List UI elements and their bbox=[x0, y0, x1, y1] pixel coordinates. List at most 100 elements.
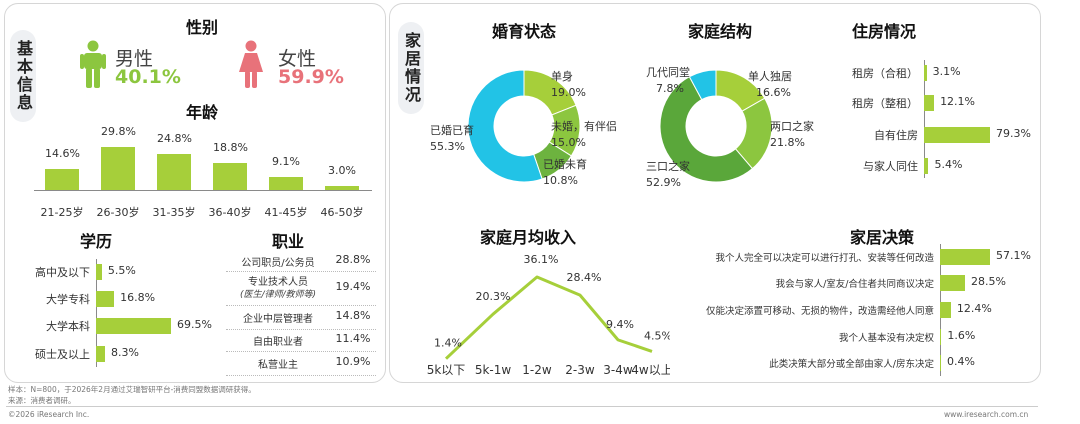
family-label-value: 52.9% bbox=[646, 176, 681, 189]
home-situation-tab: 家居情况 bbox=[398, 22, 424, 114]
occupation-name: 自由职业者 bbox=[253, 337, 303, 348]
education-bar bbox=[96, 291, 115, 307]
decision-category-label: 我个人基本没有决定权 bbox=[838, 333, 934, 344]
income-point-label: 1.4% bbox=[434, 337, 462, 350]
housing-category-label: 租房（整租） bbox=[852, 97, 918, 110]
marital-donut-chart bbox=[467, 69, 581, 183]
income-point-label: 28.4% bbox=[567, 271, 602, 284]
occupation-value: 10.9% bbox=[335, 355, 371, 368]
age-bar bbox=[325, 185, 359, 190]
age-bar-label: 18.8% bbox=[213, 140, 248, 154]
decision-bar-label: 1.6% bbox=[947, 329, 976, 342]
footer-note-source: 来源：消费者调研。 bbox=[8, 396, 76, 405]
decision-bar-label: 28.5% bbox=[970, 275, 1006, 288]
income-category-label: 2-3w bbox=[565, 363, 595, 377]
occupation-row: 自由职业者 11.4% bbox=[226, 329, 376, 352]
male-label: 男性 bbox=[115, 48, 154, 70]
occupation-row: 私营业主 10.9% bbox=[226, 351, 376, 376]
occupation-name: 私营业主 bbox=[258, 360, 298, 371]
marital-label-value: 10.8% bbox=[543, 174, 578, 187]
income-point-label: 9.4% bbox=[606, 318, 634, 331]
marital-label-name: 已婚未育 bbox=[543, 158, 587, 171]
age-bar-label: 14.6% bbox=[45, 146, 80, 160]
education-title: 学历 bbox=[80, 232, 113, 251]
age-bar bbox=[45, 168, 79, 190]
decision-bar bbox=[940, 249, 990, 265]
education-bar bbox=[96, 264, 102, 280]
decision-bar bbox=[940, 329, 942, 345]
income-line bbox=[444, 275, 653, 360]
housing-bar bbox=[924, 95, 935, 111]
housing-bar bbox=[924, 65, 927, 81]
decision-bar-label: 0.4% bbox=[947, 355, 975, 368]
age-category-label: 36-40岁 bbox=[208, 206, 252, 219]
footer-site: www.iresearch.com.cn bbox=[944, 410, 1029, 419]
education-category-label: 硕士及以上 bbox=[35, 348, 90, 361]
education-category-label: 大学本科 bbox=[46, 320, 90, 333]
decision-category-label: 我会与家人/室友/合住者共同商议决定 bbox=[775, 279, 934, 290]
housing-axis bbox=[924, 60, 925, 178]
age-bar-label: 24.8% bbox=[157, 132, 192, 146]
donut-slice bbox=[659, 76, 754, 183]
income-category-label: 5k以下 bbox=[427, 363, 466, 377]
age-bar bbox=[213, 162, 247, 190]
decision-bar bbox=[940, 275, 965, 291]
marital-label-name: 单身 bbox=[551, 70, 573, 83]
age-bar-label: 9.1% bbox=[272, 154, 300, 168]
age-category-label: 46-50岁 bbox=[320, 206, 364, 219]
decision-category-label: 仅能决定添置可移动、无损的物件，改造需经他人同意 bbox=[705, 306, 934, 317]
family-label-name: 三口之家 bbox=[646, 160, 690, 173]
decision-category-label: 我个人完全可以决定可以进行打孔、安装等任何改造 bbox=[715, 253, 934, 264]
age-category-label: 41-45岁 bbox=[264, 206, 308, 219]
housing-bar-label: 79.3% bbox=[996, 127, 1031, 140]
male-icon bbox=[80, 40, 106, 88]
housing-category-label: 自有住房 bbox=[874, 129, 918, 142]
family-label-name: 单人独居 bbox=[748, 70, 792, 83]
donut-slice bbox=[467, 69, 543, 183]
housing-bar bbox=[924, 158, 929, 174]
occupation-row: 企业中层管理者 14.8% bbox=[226, 305, 376, 330]
marital-label-name: 已婚已育 bbox=[430, 124, 474, 137]
occupation-name: 专业技术人员 bbox=[248, 277, 308, 288]
education-category-label: 高中及以下 bbox=[35, 266, 90, 279]
home-situation-panel bbox=[389, 3, 1041, 383]
education-bar-label: 16.8% bbox=[120, 291, 156, 304]
income-title: 家庭月均收入 bbox=[480, 228, 577, 247]
education-bar-label: 5.5% bbox=[107, 264, 136, 277]
family-label-value: 7.8% bbox=[656, 82, 684, 95]
housing-bar bbox=[924, 127, 990, 143]
age-category-label: 21-25岁 bbox=[40, 206, 84, 219]
footer-note-sample: 样本：N=800，于2026年2月通过艾瑞智研平台-消费同盟数据调研获得。 bbox=[8, 385, 256, 394]
housing-bar-label: 3.1% bbox=[932, 65, 961, 78]
income-line-chart: 1.4% 5k以下 20.3% 5k-1w 36.1% 1-2w 28.4% 2-3w 9.4%… bbox=[427, 253, 670, 377]
age-bar-label: 3.0% bbox=[328, 163, 356, 177]
occupation-value: 14.8% bbox=[335, 309, 371, 322]
income-category-label: 4w以上 bbox=[631, 363, 670, 377]
age-bar bbox=[269, 176, 303, 190]
decision-title: 家居决策 bbox=[850, 228, 915, 247]
decision-bar bbox=[940, 302, 951, 318]
income-category-label: 5k-1w bbox=[475, 363, 512, 377]
housing-bar-label: 5.4% bbox=[934, 158, 963, 171]
female-label: 女性 bbox=[278, 48, 317, 70]
housing-category-label: 与家人同住 bbox=[863, 160, 918, 173]
age-category-label: 31-35岁 bbox=[152, 206, 196, 219]
education-bar bbox=[96, 346, 105, 362]
education-bar-label: 8.3% bbox=[110, 346, 139, 359]
age-category-label: 26-30岁 bbox=[96, 206, 140, 219]
occupation-row: 专业技术人员 (医生/律师/教师等) 19.4% bbox=[226, 271, 376, 306]
age-axis bbox=[34, 190, 372, 191]
occupation-value: 11.4% bbox=[335, 332, 371, 345]
female-value: 59.9% bbox=[278, 66, 344, 88]
donut-slice bbox=[688, 69, 717, 101]
footer-copyright: ©2026 iResearch Inc. bbox=[8, 410, 90, 419]
education-bar-label: 69.5% bbox=[177, 318, 212, 331]
basic-info-tab: 基本信息 bbox=[10, 30, 36, 122]
housing-bar-label: 12.1% bbox=[940, 95, 976, 108]
footer-divider bbox=[6, 406, 1038, 407]
age-bar-label: 29.8% bbox=[101, 125, 136, 138]
male-value: 40.1% bbox=[115, 66, 181, 88]
occupation-value: 28.8% bbox=[335, 253, 371, 266]
marital-label-name: 未婚，有伴侣 bbox=[551, 120, 617, 133]
housing-title: 住房情况 bbox=[852, 22, 917, 41]
